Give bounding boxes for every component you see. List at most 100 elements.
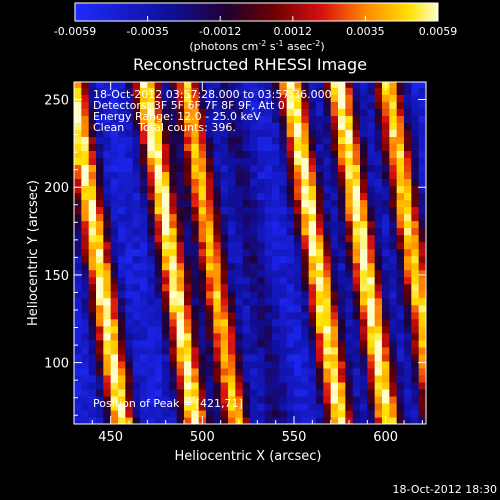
- heatmap-cell: [367, 122, 376, 130]
- heatmap-cell: [264, 311, 273, 320]
- heatmap-cell: [286, 381, 295, 390]
- heatmap-cell: [184, 227, 192, 236]
- heatmap-cell: [81, 367, 90, 376]
- heatmap-cell: [257, 94, 266, 102]
- heatmap-cell: [279, 395, 288, 404]
- heatmap-cell: [338, 143, 346, 151]
- heatmap-cell: [125, 108, 134, 116]
- heatmap-cell: [374, 332, 383, 341]
- heatmap-cell: [360, 143, 368, 151]
- heatmap-cell: [316, 325, 324, 334]
- heatmap-cell: [206, 199, 214, 208]
- heatmap-cell: [360, 185, 368, 194]
- heatmap-cell: [338, 150, 346, 159]
- heatmap-cell: [176, 325, 185, 334]
- heatmap-cell: [96, 94, 104, 102]
- heatmap-cell: [360, 248, 368, 257]
- heatmap-cell: [367, 304, 376, 313]
- heatmap-cell: [118, 213, 126, 222]
- heatmap-cell: [294, 136, 302, 144]
- heatmap-cell: [213, 255, 222, 264]
- heatmap-cell: [184, 402, 192, 411]
- heatmap-cell: [272, 185, 280, 194]
- heatmap-cell: [345, 220, 354, 229]
- heatmap-cell: [198, 220, 207, 229]
- heatmap-cell: [352, 269, 361, 278]
- heatmap-cell: [81, 255, 90, 264]
- heatmap-cell: [74, 353, 82, 362]
- heatmap-cell: [272, 283, 280, 292]
- heatmap-cell: [264, 129, 273, 137]
- heatmap-cell: [389, 213, 398, 222]
- heatmap-cell: [272, 339, 280, 348]
- heatmap-cell: [374, 115, 383, 123]
- heatmap-cell: [338, 304, 346, 313]
- heatmap-cell: [169, 171, 178, 180]
- heatmap-cell: [360, 318, 368, 327]
- heatmap-cell: [220, 178, 229, 187]
- heatmap-cell: [360, 339, 368, 348]
- heatmap-cell: [74, 213, 82, 222]
- heatmap-cell: [140, 171, 148, 180]
- heatmap-cell: [272, 360, 280, 369]
- heatmap-cell: [418, 143, 426, 151]
- heatmap-cell: [154, 185, 163, 194]
- heatmap-cell: [132, 101, 141, 109]
- heatmap-cell: [74, 199, 82, 208]
- heatmap-cell: [418, 199, 426, 208]
- heatmap-cell: [330, 346, 339, 355]
- heatmap-cell: [382, 150, 390, 159]
- heatmap-cell: [308, 325, 317, 334]
- heatmap-cell: [294, 94, 302, 102]
- heatmap-cell: [88, 82, 97, 88]
- heatmap-cell: [257, 150, 266, 159]
- heatmap-cell: [360, 381, 368, 390]
- heatmap-cell: [110, 325, 119, 334]
- heatmap-cell: [125, 143, 134, 151]
- heatmap-cell: [162, 248, 170, 257]
- heatmap-cell: [382, 367, 390, 376]
- heatmap-cell: [169, 318, 178, 327]
- heatmap-cell: [154, 157, 163, 166]
- heatmap-cell: [301, 255, 310, 264]
- heatmap-cell: [103, 87, 112, 95]
- heatmap-cell: [176, 248, 185, 257]
- heatmap-cell: [198, 171, 207, 180]
- heatmap-cell: [404, 374, 412, 383]
- heatmap-cell: [206, 381, 214, 390]
- heatmap-cell: [118, 129, 126, 137]
- heatmap-cell: [301, 171, 310, 180]
- heatmap-cell: [110, 283, 119, 292]
- heatmap-cell: [264, 381, 273, 390]
- heatmap-cell: [316, 346, 324, 355]
- heatmap-cell: [352, 416, 361, 424]
- heatmap-cell: [228, 255, 236, 264]
- heatmap-cell: [352, 220, 361, 229]
- heatmap-cell: [176, 150, 185, 159]
- heatmap-cell: [169, 87, 178, 95]
- heatmap-cell: [374, 171, 383, 180]
- heatmap-cell: [250, 129, 258, 137]
- heatmap-cell: [118, 388, 126, 397]
- heatmap-cell: [272, 227, 280, 236]
- heatmap-cell: [184, 94, 192, 102]
- heatmap-cell: [264, 122, 273, 130]
- heatmap-cell: [184, 297, 192, 306]
- heatmap-cell: [308, 87, 317, 95]
- heatmap-cell: [220, 136, 229, 144]
- heatmap-cell: [198, 122, 207, 130]
- heatmap-cell: [191, 402, 200, 411]
- heatmap-cell: [132, 283, 141, 292]
- heatmap-cell: [338, 269, 346, 278]
- heatmap-cell: [404, 367, 412, 376]
- heatmap-cell: [411, 332, 420, 341]
- heatmap-cell: [374, 311, 383, 320]
- heatmap-cell: [184, 206, 192, 215]
- heatmap-cell: [323, 297, 332, 306]
- heatmap-cell: [396, 374, 405, 383]
- heatmap-cell: [140, 213, 148, 222]
- heatmap-cell: [279, 82, 288, 88]
- heatmap-cell: [81, 283, 90, 292]
- heatmap-cell: [213, 199, 222, 208]
- heatmap-cell: [374, 346, 383, 355]
